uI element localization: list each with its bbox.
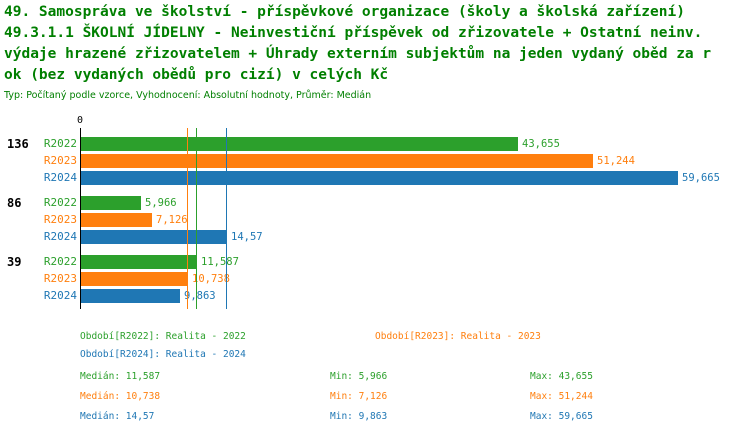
- bar-r2023: [81, 154, 593, 168]
- chart-title: 49. Samospráva ve školství - příspěvkové…: [4, 2, 711, 86]
- stat-min-r2023: Min: 7,126: [330, 391, 388, 402]
- series-label-r2022: R2022: [43, 137, 77, 150]
- bar-r2024: [81, 171, 678, 185]
- series-label-r2023: R2023: [43, 154, 77, 167]
- median-line-green: [196, 128, 197, 309]
- bar-r2023: [81, 272, 188, 286]
- bar-value-label: 5,966: [145, 197, 177, 209]
- legend-r2023: Období[R2023]: Realita - 2023: [375, 331, 541, 342]
- bar-value-label: 14,57: [231, 231, 263, 243]
- y-axis-line: [80, 128, 81, 309]
- title-line-2: 49.3.1.1 ŠKOLNÍ JÍDELNY - Neinvestiční p…: [4, 25, 703, 41]
- bar-value-label: 10,738: [192, 273, 230, 285]
- bar-r2022: [81, 196, 141, 210]
- legend-r2022: Období[R2022]: Realita - 2022: [80, 331, 246, 342]
- chart-subtitle: Typ: Počítaný podle vzorce, Vyhodnocení:…: [4, 90, 372, 101]
- bar-value-label: 7,126: [156, 214, 188, 226]
- bar-value-label: 9,863: [184, 290, 216, 302]
- series-label-r2024: R2024: [43, 171, 77, 184]
- bar-r2024: [81, 230, 227, 244]
- stat-median-r2024: Medián: 14,57: [80, 411, 155, 422]
- x-axis-zero-label: 0: [77, 115, 84, 126]
- series-label-r2022: R2022: [43, 255, 77, 268]
- stat-median-r2023: Medián: 10,738: [80, 391, 161, 402]
- stat-max-r2024: Max: 59,665: [530, 411, 593, 422]
- group-label: 136: [7, 137, 29, 151]
- series-label-r2024: R2024: [43, 289, 77, 302]
- stat-min-r2024: Min: 9,863: [330, 411, 388, 422]
- bar-chart: 0 136 R2022 43,655 R2023 51,244 R2024 59,665 86 R…: [0, 115, 750, 320]
- median-line-orange: [187, 128, 188, 309]
- bar-r2024: [81, 289, 180, 303]
- stat-median-r2022: Medián: 11,587: [80, 371, 161, 382]
- title-line-4: ok (bez vydaných obědů pro cizí) v celýc…: [4, 67, 389, 83]
- group-label: 39: [7, 255, 22, 269]
- bar-r2022: [81, 255, 197, 269]
- bar-r2022: [81, 137, 518, 151]
- bar-value-label: 59,665: [682, 172, 720, 184]
- series-label-r2023: R2023: [43, 213, 77, 226]
- bar-value-label: 51,244: [597, 155, 635, 167]
- title-line-3: výdaje hrazené zřizovatelem + Úhrady ext…: [4, 46, 712, 62]
- bar-value-label: 43,655: [522, 138, 560, 150]
- stat-min-r2022: Min: 5,966: [330, 371, 388, 382]
- bar-value-label: 11,587: [201, 256, 239, 268]
- bar-r2023: [81, 213, 152, 227]
- series-label-r2024: R2024: [43, 230, 77, 243]
- median-line-blue: [226, 128, 227, 309]
- legend-r2024: Období[R2024]: Realita - 2024: [80, 349, 246, 360]
- stat-max-r2022: Max: 43,655: [530, 371, 593, 382]
- group-label: 86: [7, 196, 22, 210]
- title-line-1: 49. Samospráva ve školství - příspěvkové…: [4, 4, 685, 20]
- series-label-r2022: R2022: [43, 196, 77, 209]
- series-label-r2023: R2023: [43, 272, 77, 285]
- stat-max-r2023: Max: 51,244: [530, 391, 593, 402]
